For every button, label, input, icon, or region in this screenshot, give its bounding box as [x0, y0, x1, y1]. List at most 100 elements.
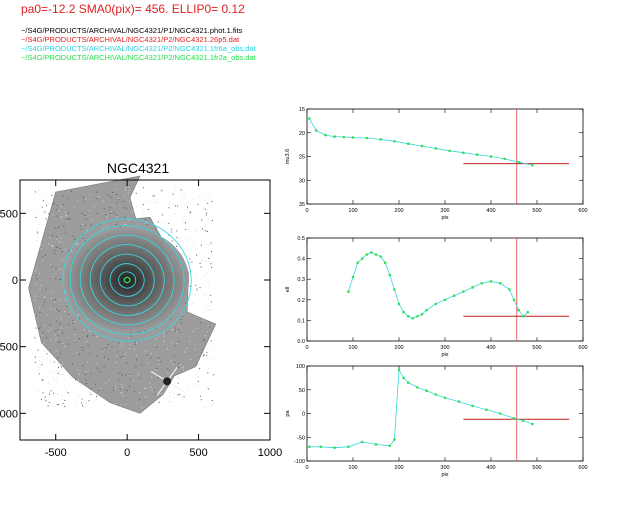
x-tick-label: 0	[305, 465, 308, 471]
y-tick-label: -50	[297, 435, 305, 441]
data-point	[485, 408, 488, 412]
data-point	[512, 417, 516, 420]
data-point	[416, 386, 419, 389]
profile-panel-ell: 0 100 200 300 400 500 600 0.0 0.1 0.2 0.3 0.4 0.5 pix…	[285, 236, 588, 358]
profile-panel-pa: 0 100 200 300 400 500 600 -100 -50 0 50 100 pix pa	[285, 364, 588, 478]
y-tick-label: 50	[299, 388, 305, 394]
data-point	[531, 163, 534, 167]
data-point	[393, 288, 396, 291]
isophote-contour-3	[99, 253, 155, 307]
image-frame	[19, 179, 271, 441]
data-point	[425, 308, 428, 312]
data-point	[333, 446, 336, 450]
isophote-contour-6	[69, 225, 185, 335]
data-point	[471, 404, 474, 408]
x-tick-label: 500	[532, 465, 541, 471]
x-tick-label: 500	[532, 208, 541, 214]
data-point	[388, 273, 392, 277]
data-point	[308, 445, 311, 449]
data-point	[425, 389, 428, 393]
isophote-contour-5	[79, 234, 175, 326]
data-point	[360, 257, 364, 260]
fit-profile-line	[348, 251, 529, 319]
x-tick-label: 600	[578, 345, 587, 351]
data-point	[406, 142, 410, 145]
x-tick-label: 300	[440, 345, 449, 351]
x-tick-label: 600	[578, 208, 587, 214]
data-point	[374, 253, 378, 256]
data-point	[503, 157, 507, 161]
file-path-1fr6a: ~/S4G/PRODUCTS/ARCHIVAL/NGC4321/P2/NGC43…	[21, 44, 256, 53]
isophote-contour-2	[109, 263, 145, 297]
data-point	[434, 302, 438, 306]
x-tick-label: 0	[305, 208, 308, 214]
x-tick-label: 100	[348, 208, 357, 214]
data-point	[448, 149, 451, 153]
x-axis-label: pix	[441, 472, 448, 478]
x-tick-label: 1000	[258, 447, 282, 459]
data-point	[508, 288, 511, 291]
y-tick-label: 0.2	[297, 298, 305, 304]
data-point	[393, 140, 396, 143]
data-point	[383, 261, 387, 265]
data-point	[420, 144, 424, 148]
y-tick-label: 0	[12, 275, 18, 287]
x-tick-label: 0	[124, 447, 130, 459]
data-point	[406, 315, 410, 318]
y-tick-label: 0.1	[297, 318, 305, 324]
y-tick-label: -100	[294, 459, 305, 465]
fit-profile-line	[308, 118, 533, 166]
data-point	[517, 308, 520, 312]
data-point	[342, 135, 346, 139]
y-tick-label: 0.3	[297, 277, 305, 283]
isophote-contour-1	[118, 271, 137, 289]
header-title: pa0=-12.2 SMA0(pix)= 456. ELLIP0= 0.12	[21, 2, 245, 16]
data-point	[462, 290, 465, 293]
y-tick-label: 0.0	[297, 339, 305, 345]
x-tick-label: 300	[440, 465, 449, 471]
x-tick-label: 500	[532, 345, 541, 351]
data-point	[443, 298, 447, 302]
plot-frame	[306, 237, 584, 342]
data-point	[333, 135, 336, 138]
galaxy-image-title: NGC4321	[106, 160, 170, 176]
data-point	[406, 381, 410, 384]
y-tick-label: 500	[0, 208, 18, 220]
x-axis-label: pix	[441, 215, 448, 221]
profile-panel-mu3.6: 0 100 200 300 400 500 600 15 20 25 30 35 pix mu3.6	[285, 107, 588, 221]
x-tick-label: 400	[486, 345, 495, 351]
y-axis-label: pa	[285, 410, 291, 417]
fit-profile-line	[309, 368, 533, 449]
y-tick-label: 35	[299, 202, 305, 208]
data-point	[480, 282, 484, 285]
data-point	[475, 153, 479, 156]
y-tick-label: 100	[296, 364, 305, 370]
y-tick-label: 15	[299, 107, 305, 113]
data-point	[402, 310, 405, 314]
data-point	[365, 136, 369, 140]
x-tick-label: 100	[348, 345, 357, 351]
x-tick-label: 500	[189, 447, 207, 459]
x-tick-label: 400	[486, 208, 495, 214]
data-point	[397, 302, 401, 306]
data-point	[356, 261, 359, 265]
data-point	[308, 117, 311, 120]
data-point	[379, 138, 382, 141]
data-point	[498, 412, 502, 415]
data-point	[489, 280, 493, 283]
data-point	[457, 400, 461, 403]
data-point	[379, 255, 382, 258]
data-point	[365, 253, 369, 256]
data-point	[411, 317, 415, 320]
x-tick-label: 600	[578, 465, 587, 471]
x-tick-label: 200	[394, 345, 403, 351]
file-path-26p5: ~/S4G/PRODUCTS/ARCHIVAL/NGC4321/P2/NGC43…	[21, 35, 240, 44]
data-point	[347, 445, 350, 449]
data-point	[370, 251, 373, 254]
x-tick-label: 200	[394, 465, 403, 471]
galaxy-panel: -500 0 500 1000 500 0 500 1000	[0, 175, 282, 459]
data-point	[351, 275, 355, 279]
data-point	[434, 147, 438, 150]
center-ellipse	[123, 276, 131, 284]
